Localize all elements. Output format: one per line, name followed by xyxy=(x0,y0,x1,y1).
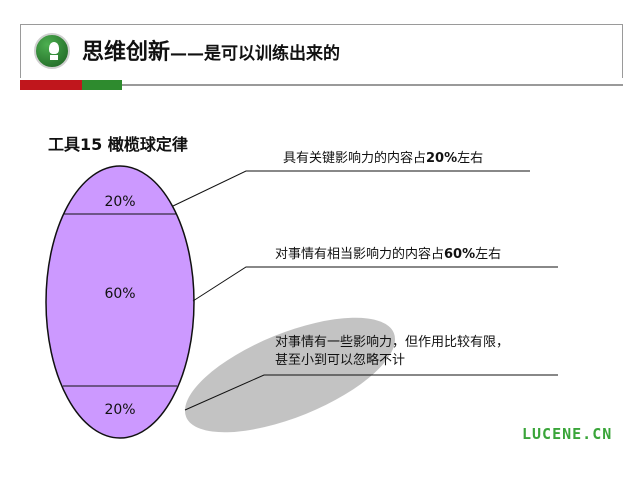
page-title: 思维创新——是可以训练出来的 xyxy=(82,34,340,66)
header-frame xyxy=(20,24,623,78)
lightbulb-icon xyxy=(34,33,70,69)
rugby-ball-ellipse xyxy=(45,165,195,439)
segment-label-middle: 60% xyxy=(104,286,136,302)
annotation-middle: 对事情有相当影响力的内容占60%左右 xyxy=(275,247,502,262)
annotation-top: 具有关键影响力的内容占20%左右 xyxy=(283,151,484,166)
header-divider xyxy=(122,84,623,86)
segment-label-top: 20% xyxy=(104,194,136,210)
header-accent-green xyxy=(82,80,122,90)
header-accent-red xyxy=(20,80,82,90)
callout-line-2 xyxy=(192,266,558,302)
page-title-main: 思维创新 xyxy=(82,40,171,65)
annotation-bottom-line1: 对事情有一些影响力，但作用比较有限， xyxy=(275,335,510,350)
tool-title: 工具15 橄榄球定律 xyxy=(48,135,188,154)
annotation-bottom: 对事情有一些影响力，但作用比较有限， 甚至小到可以忽略不计 xyxy=(275,334,509,370)
brand-logo: LUCENE.CN xyxy=(522,425,613,443)
segment-label-bottom: 20% xyxy=(104,402,136,418)
page-title-sub: ——是可以训练出来的 xyxy=(170,44,341,64)
annotation-bottom-line2: 甚至小到可以忽略不计 xyxy=(275,353,406,368)
callout-line-1 xyxy=(172,170,530,207)
callout-line-3 xyxy=(184,374,558,411)
